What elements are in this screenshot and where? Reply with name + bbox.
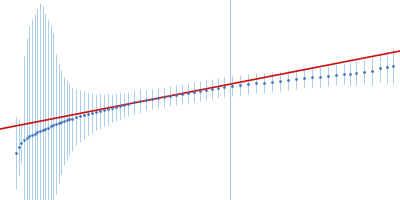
Point — [269, 80, 275, 83]
Point — [13, 151, 19, 155]
Point — [293, 78, 299, 81]
Point — [253, 82, 259, 85]
Point — [341, 73, 347, 76]
Point — [89, 111, 95, 114]
Point — [285, 78, 291, 82]
Point — [261, 81, 267, 84]
Point — [77, 115, 83, 118]
Point — [101, 108, 107, 111]
Point — [229, 85, 235, 88]
Point — [369, 70, 375, 73]
Point — [58, 121, 64, 124]
Point — [179, 92, 185, 95]
Point — [143, 98, 149, 102]
Point — [66, 118, 72, 121]
Point — [125, 102, 131, 105]
Point — [309, 76, 315, 79]
Point — [113, 105, 119, 108]
Point — [18, 141, 24, 145]
Point — [347, 72, 353, 76]
Point — [237, 84, 243, 87]
Point — [69, 117, 75, 120]
Point — [131, 101, 137, 104]
Point — [221, 86, 227, 89]
Point — [93, 110, 99, 113]
Point — [173, 93, 179, 96]
Point — [109, 106, 115, 109]
Point — [333, 74, 339, 77]
Point — [50, 124, 56, 127]
Point — [26, 135, 32, 138]
Point — [301, 77, 307, 80]
Point — [317, 75, 323, 78]
Point — [155, 96, 161, 99]
Point — [85, 112, 91, 115]
Point — [390, 65, 396, 68]
Point — [245, 83, 251, 86]
Point — [191, 90, 197, 93]
Point — [325, 74, 331, 78]
Point — [105, 107, 111, 110]
Point — [203, 88, 209, 91]
Point — [121, 103, 127, 106]
Point — [34, 131, 40, 134]
Point — [24, 136, 30, 140]
Point — [61, 120, 67, 123]
Point — [21, 138, 27, 142]
Point — [137, 100, 143, 103]
Point — [117, 104, 123, 107]
Point — [40, 128, 46, 132]
Point — [64, 119, 70, 122]
Point — [97, 109, 103, 112]
Point — [37, 130, 43, 133]
Point — [149, 97, 155, 100]
Point — [384, 66, 390, 69]
Point — [73, 116, 79, 119]
Point — [81, 113, 87, 117]
Point — [185, 91, 191, 94]
Point — [361, 71, 367, 74]
Point — [29, 133, 35, 137]
Point — [45, 126, 51, 129]
Point — [161, 95, 167, 98]
Point — [353, 72, 359, 75]
Point — [197, 89, 203, 92]
Point — [167, 94, 173, 97]
Point — [277, 79, 283, 82]
Point — [209, 87, 215, 90]
Point — [42, 127, 48, 130]
Point — [32, 132, 38, 135]
Point — [56, 122, 62, 125]
Point — [377, 66, 383, 70]
Point — [53, 123, 59, 126]
Point — [16, 145, 22, 149]
Point — [48, 125, 54, 128]
Point — [215, 86, 221, 90]
